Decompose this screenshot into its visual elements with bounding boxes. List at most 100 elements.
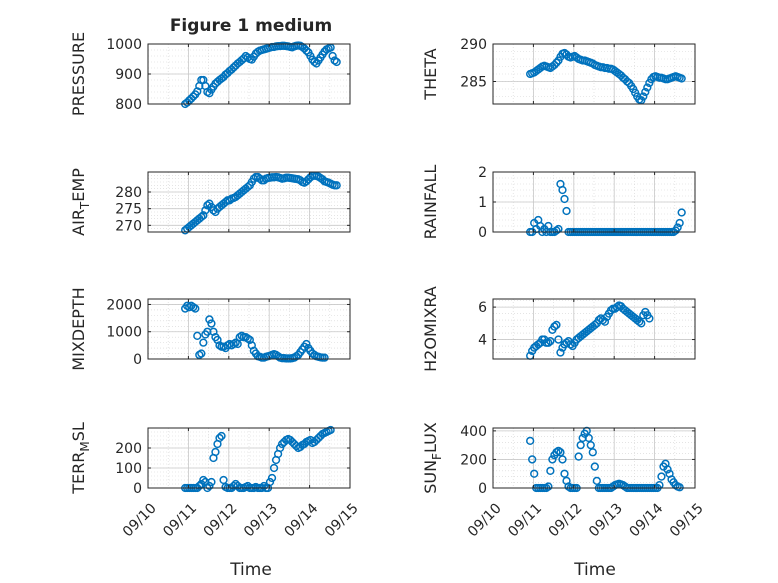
data-point	[673, 223, 682, 232]
data-point	[205, 315, 214, 324]
data-point	[558, 455, 567, 464]
x-tick-label: 09/12	[201, 500, 241, 540]
data-point	[574, 452, 583, 461]
data-point	[550, 322, 559, 331]
subplot-terr-msl: 0 100 200 09/10 09/11 09/12 09/13 09/14 09/15 TER…	[69, 422, 362, 540]
y-axis-label: SUNFLUX	[421, 422, 444, 494]
y-tick-label: 4	[478, 333, 487, 349]
data-point	[600, 317, 610, 326]
y-axis-label: TERRMSL	[69, 422, 92, 495]
y-tick-label: 400	[460, 424, 487, 440]
data-point	[588, 448, 597, 457]
x-tick-label: 09/11	[505, 500, 545, 540]
data-point	[584, 433, 593, 443]
data-point	[566, 340, 575, 349]
axes-box	[492, 298, 696, 360]
x-tick-label: 09/10	[465, 500, 505, 540]
y-tick-label: 0	[478, 225, 487, 241]
data-point	[326, 425, 335, 435]
y-tick-label: 0	[133, 481, 142, 497]
data-point	[197, 212, 206, 222]
data-point	[320, 353, 329, 362]
y-tick-label: 900	[115, 67, 142, 83]
data-point	[205, 481, 214, 491]
axes-box	[147, 427, 351, 489]
data-point	[203, 201, 212, 210]
data-point	[302, 339, 311, 349]
data-point	[657, 472, 666, 481]
y-tick-label: 200	[115, 441, 142, 457]
data-point	[534, 340, 543, 349]
x-tick-label: 09/15	[667, 500, 707, 540]
subplot-h2omixra: 4 6 H2OMIXRA	[421, 286, 696, 372]
data-point	[562, 338, 571, 347]
data-point	[641, 87, 650, 97]
data-point	[550, 60, 559, 70]
data-point	[635, 317, 644, 326]
data-point	[645, 314, 654, 323]
data-point	[526, 436, 535, 446]
data-point	[199, 475, 208, 485]
data-point	[209, 206, 218, 215]
data-point	[215, 433, 224, 443]
data-point	[677, 74, 686, 83]
data-point	[552, 226, 561, 235]
data-point	[197, 349, 206, 358]
y-tick-label: 0	[478, 481, 487, 497]
y-tick-label: 800	[115, 97, 142, 113]
data-point	[643, 83, 652, 92]
data-point	[586, 440, 595, 450]
data-point	[560, 194, 569, 204]
y-tick-label: 285	[460, 75, 487, 91]
y-tick-label: 2	[478, 165, 487, 181]
x-tick-label: 09/13	[241, 500, 281, 540]
x-tick-label: 09/11	[160, 500, 200, 540]
y-tick-label: 270	[115, 218, 142, 234]
data-point	[332, 57, 341, 67]
subplot-theta: 285 290 THETA	[421, 37, 696, 105]
data-point	[592, 476, 601, 486]
data-point	[267, 473, 277, 483]
y-tick-label: 275	[115, 202, 142, 218]
data-point	[332, 181, 341, 190]
data-point	[556, 348, 565, 357]
data-point	[560, 469, 569, 478]
data-point	[544, 482, 553, 491]
y-tick-label: 1	[478, 195, 487, 211]
y-axis-label: H2OMIXRA	[421, 286, 440, 372]
data-point	[259, 481, 269, 491]
data-point	[211, 447, 220, 457]
x-tick-label: 09/15	[322, 500, 362, 540]
y-tick-label: 280	[115, 185, 142, 201]
y-tick-label: 2000	[106, 297, 142, 313]
data-point	[558, 185, 567, 195]
data-point	[606, 306, 616, 315]
y-tick-label: 0	[133, 352, 142, 368]
data-point	[207, 319, 216, 328]
data-point	[265, 477, 275, 487]
y-tick-label: 1000	[106, 325, 142, 341]
data-point	[195, 481, 204, 491]
data-point	[544, 338, 553, 347]
subplot-rainfall: 0 1 2 RAINFALL	[421, 165, 696, 241]
data-point	[221, 197, 230, 207]
data-point	[528, 455, 537, 464]
data-point	[655, 480, 664, 490]
data-point	[530, 469, 539, 478]
data-point	[193, 331, 202, 340]
data-point	[225, 196, 234, 205]
figure-title: Figure 1 medium	[170, 16, 332, 36]
data-point	[201, 206, 210, 215]
y-tick-label: 1000	[106, 37, 142, 53]
data-point	[328, 51, 337, 61]
data-point	[302, 46, 311, 55]
data-point	[590, 462, 599, 471]
subplot-mixdepth: 0 1000 2000 MIXDEPTH	[69, 287, 351, 371]
data-point	[675, 218, 684, 228]
data-point	[677, 208, 686, 217]
subplot-pressure: 800 900 1000 PRESSURE	[69, 32, 351, 116]
data-point	[189, 92, 198, 101]
